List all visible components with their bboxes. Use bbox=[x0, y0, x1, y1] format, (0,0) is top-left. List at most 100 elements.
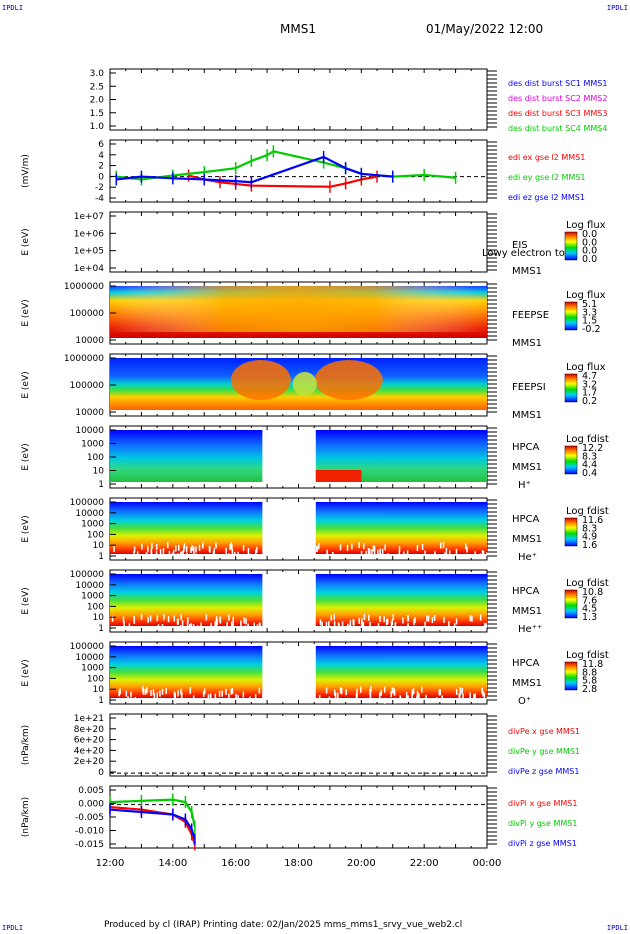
spectrogram-speckle bbox=[390, 691, 392, 697]
spectrogram-speckle bbox=[130, 692, 132, 698]
colorbar-tick: 0.0 bbox=[582, 254, 597, 265]
spectrogram-speckle bbox=[197, 625, 199, 631]
spacecraft-label: MMS1 bbox=[512, 678, 542, 689]
spectrogram-speckle bbox=[456, 618, 458, 624]
spectrogram-speckle bbox=[191, 545, 193, 551]
spectrogram-speckle bbox=[178, 545, 180, 551]
spectrogram-speckle bbox=[369, 689, 371, 695]
y-tick-label: 1 bbox=[98, 696, 104, 706]
species-label: He⁺⁺ bbox=[518, 624, 542, 635]
spectrogram-speckle bbox=[443, 542, 445, 548]
spectrogram-speckle bbox=[213, 548, 215, 554]
spectrogram-speckle bbox=[474, 698, 476, 704]
spectrogram-speckle bbox=[406, 692, 408, 698]
spectrogram-speckle bbox=[379, 692, 381, 698]
spectrogram-speckle bbox=[151, 543, 153, 549]
panel-divpi: divPi x gse MMS1 divPi y gse MMS1 divPi z … bbox=[21, 786, 577, 850]
spectrogram-speckle bbox=[384, 544, 386, 550]
y-tick-label: 2.0 bbox=[90, 96, 105, 106]
spectrogram-speckle bbox=[347, 624, 349, 630]
spectrogram-speckle bbox=[190, 623, 192, 629]
spectrogram-speckle bbox=[358, 618, 360, 624]
instrument-label: FEEPSE bbox=[512, 310, 549, 321]
spectrogram-speckle bbox=[407, 616, 409, 622]
instrument-label: HPCA bbox=[512, 442, 540, 453]
y-tick-label: 0 bbox=[98, 172, 104, 182]
spectrogram-speckle bbox=[482, 550, 484, 556]
spectrogram-speckle bbox=[424, 550, 426, 556]
spectrogram-speckle bbox=[326, 622, 328, 628]
legend-entry: des dist burst SC2 MMS2 bbox=[508, 94, 607, 103]
spectrogram-speckle bbox=[422, 544, 424, 550]
spectrogram-speckle bbox=[417, 545, 419, 551]
spacecraft-label: MMS1 bbox=[512, 606, 542, 617]
spectrogram-speckle bbox=[248, 548, 250, 554]
spectrogram-speckle bbox=[226, 622, 228, 628]
spectrogram bbox=[110, 574, 262, 626]
spectrogram-hump bbox=[231, 360, 291, 400]
spectrogram-speckle bbox=[255, 694, 256, 700]
spectrogram-speckle bbox=[162, 624, 164, 630]
spectrogram-speckle bbox=[371, 549, 373, 555]
panel-hpca_hepp: 100000100001000100101E (eV) HPCAMMS1He⁺⁺L… bbox=[21, 570, 609, 635]
legend-entry: divPi y gse MMS1 bbox=[508, 819, 577, 828]
spectrogram-speckle bbox=[247, 624, 249, 630]
spacecraft-label: MMS1 bbox=[512, 534, 542, 545]
legend-entry: divPe x gse MMS1 bbox=[508, 727, 580, 736]
panel-feepsi: 100000010000010000E (eV) FEEPSIMMS1Log fl… bbox=[21, 354, 606, 421]
spectrogram-speckle bbox=[377, 550, 379, 556]
y-tick-label: 0.005 bbox=[78, 786, 104, 796]
spectrogram-speckle bbox=[199, 545, 201, 551]
spectrogram-speckle bbox=[426, 615, 428, 621]
spectrogram-speckle bbox=[202, 543, 204, 549]
spectrogram-speckle bbox=[157, 692, 159, 698]
spectrogram-speckle bbox=[334, 621, 336, 627]
y-tick-label: 10000 bbox=[75, 336, 104, 346]
y-axis-label: (nPa/km) bbox=[21, 725, 31, 765]
spectrogram-speckle bbox=[250, 554, 252, 560]
colorbar-tick: 1.3 bbox=[582, 612, 597, 623]
spectrogram-speckle bbox=[225, 548, 227, 554]
panel-feepse: 100000010000010000E (eV) FEEPSEMMS1Log fl… bbox=[21, 282, 606, 349]
footer-credit: Produced by cl (IRAP) Printing date: 02/… bbox=[104, 920, 462, 930]
spacecraft-label: MMS1 bbox=[512, 462, 542, 473]
y-tick-label: 100 bbox=[87, 530, 104, 540]
time-axis-label: 14:00 bbox=[158, 858, 187, 869]
time-axis-label: 00:00 bbox=[473, 858, 502, 869]
colorbar-tick: 2.8 bbox=[582, 684, 597, 695]
time-axis-label: 20:00 bbox=[347, 858, 376, 869]
panel-frame bbox=[110, 786, 487, 848]
spectrogram-speckle bbox=[253, 623, 255, 629]
legend-entry: divPi x gse MMS1 bbox=[508, 799, 577, 808]
y-tick-label: 10000 bbox=[75, 426, 104, 436]
spectrogram-speckle bbox=[189, 624, 191, 630]
spectrogram-speckle bbox=[379, 554, 381, 560]
spectrogram bbox=[316, 502, 487, 554]
spectrogram-speckle bbox=[177, 619, 179, 625]
spectrogram-speckle bbox=[181, 692, 183, 698]
spectrogram-speckle bbox=[456, 689, 458, 695]
y-axis-label: (nPa/km) bbox=[21, 797, 31, 837]
spectrogram-speckle bbox=[175, 545, 177, 551]
spectrogram-speckle bbox=[365, 551, 367, 557]
spectrogram-speckle bbox=[145, 689, 147, 695]
spectrogram-speckle bbox=[369, 622, 371, 628]
spectrogram-speckle bbox=[480, 553, 482, 559]
spectrogram-speckle bbox=[225, 689, 227, 695]
y-tick-label: 1e+21 bbox=[74, 714, 104, 724]
spectrogram-speckle bbox=[135, 697, 137, 703]
instrument-label: HPCA bbox=[512, 586, 540, 597]
legend-entry: edi ey gse l2 MMS1 bbox=[508, 173, 586, 182]
y-tick-label: -2 bbox=[95, 183, 104, 193]
spectrogram-speckle bbox=[399, 695, 401, 701]
spectrogram-speckle bbox=[112, 616, 114, 622]
spectrogram-speckle bbox=[137, 551, 139, 557]
panel-hpca_h: 100001000100101E (eV) HPCAMMS1H⁺Log fdist… bbox=[21, 426, 609, 491]
spectrogram-speckle bbox=[331, 615, 333, 621]
spectrogram-speckle bbox=[219, 691, 221, 697]
spectrogram-speckle bbox=[123, 616, 125, 622]
spectrogram-speckle bbox=[384, 687, 386, 693]
spectrogram-speckle bbox=[147, 546, 149, 552]
panel-frame bbox=[110, 212, 487, 272]
spectrogram-speckle bbox=[126, 691, 128, 697]
